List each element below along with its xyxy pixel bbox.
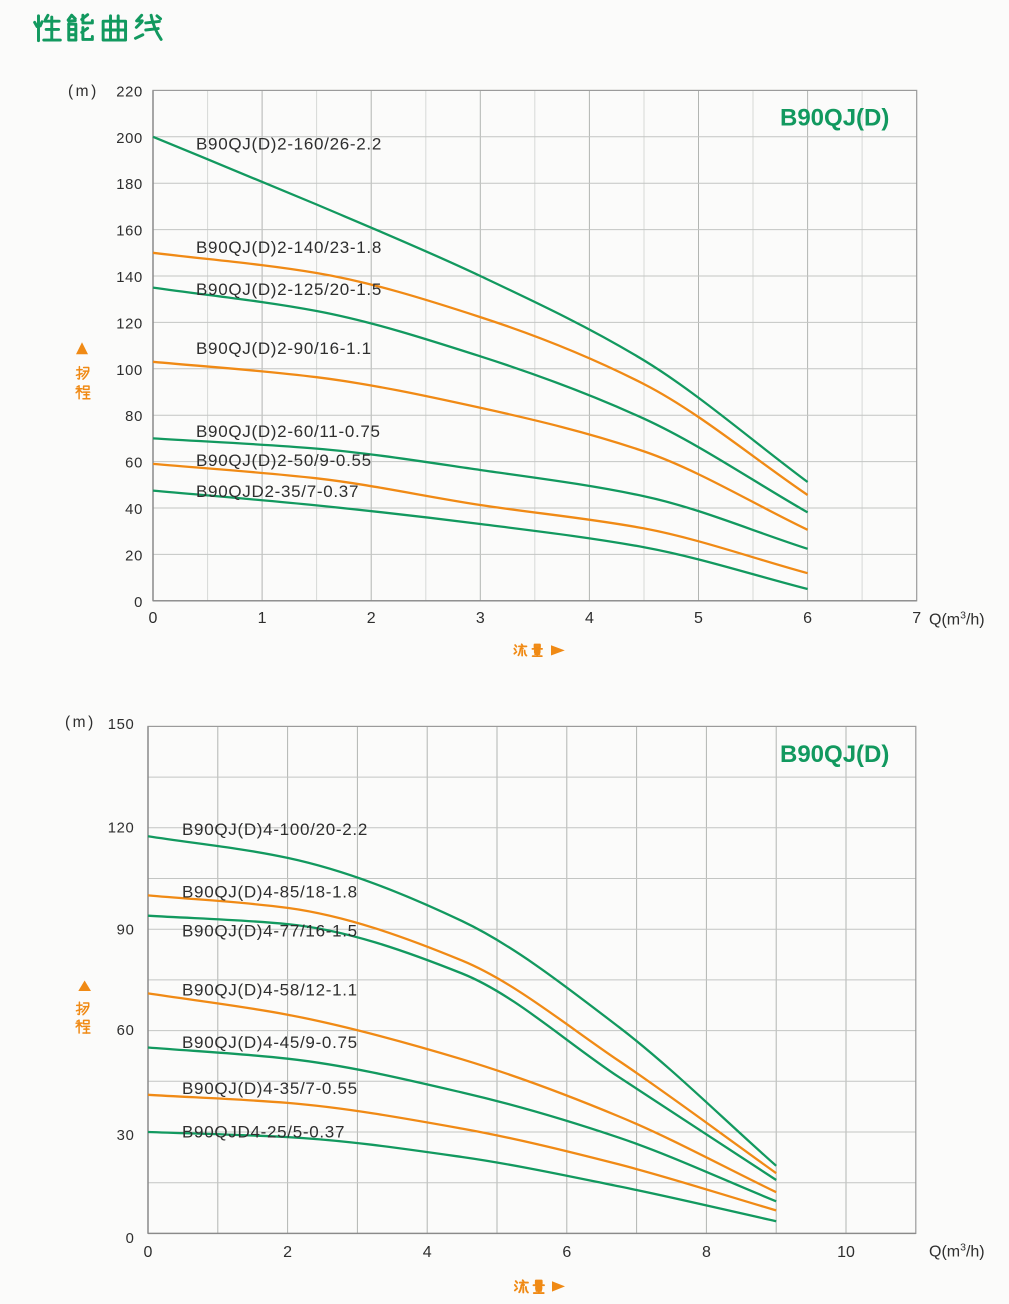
svg-text:B90QJ(D)4-35/7-0.55: B90QJ(D)4-35/7-0.55: [182, 1079, 358, 1098]
svg-text:8: 8: [702, 1244, 711, 1261]
svg-text:1: 1: [258, 610, 267, 627]
svg-text:90: 90: [117, 923, 135, 939]
svg-text:120: 120: [108, 821, 135, 837]
svg-text:40: 40: [125, 502, 143, 518]
svg-text:0: 0: [126, 1231, 135, 1247]
svg-text:B90QJD2-35/7-0.37: B90QJD2-35/7-0.37: [196, 482, 359, 501]
svg-text:B90QJD4-25/5-0.37: B90QJD4-25/5-0.37: [182, 1123, 345, 1142]
svg-text:B90QJ(D)4-58/12-1.1: B90QJ(D)4-58/12-1.1: [182, 981, 358, 1000]
svg-text:220: 220: [116, 84, 143, 100]
svg-text:B90QJ(D)4-77/16-1.5: B90QJ(D)4-77/16-1.5: [182, 921, 358, 940]
svg-text:180: 180: [116, 177, 143, 193]
svg-text:0: 0: [149, 610, 158, 627]
svg-text:B90QJ(D)2-125/20-1.5: B90QJ(D)2-125/20-1.5: [196, 280, 382, 299]
svg-text:2: 2: [283, 1244, 292, 1261]
svg-text:200: 200: [116, 131, 143, 147]
svg-text:7: 7: [912, 610, 921, 627]
svg-text:B90QJ(D)4-85/18-1.8: B90QJ(D)4-85/18-1.8: [182, 882, 358, 901]
svg-text:0: 0: [144, 1244, 153, 1261]
svg-text:B90QJ(D)4-100/20-2.2: B90QJ(D)4-100/20-2.2: [182, 820, 368, 839]
svg-text:160: 160: [116, 224, 143, 240]
svg-text:120: 120: [116, 316, 143, 332]
svg-text:0: 0: [134, 595, 143, 611]
svg-text:60: 60: [125, 456, 143, 472]
svg-text:B90QJ(D): B90QJ(D): [780, 105, 889, 132]
svg-text:6: 6: [803, 610, 812, 627]
svg-text:Q(m3/h): Q(m3/h): [929, 1242, 985, 1261]
svg-text:6: 6: [562, 1244, 571, 1261]
svg-text:3: 3: [476, 610, 485, 627]
svg-text:4: 4: [585, 610, 594, 627]
svg-text:B90QJ(D)2-60/11-0.75: B90QJ(D)2-60/11-0.75: [196, 422, 381, 441]
svg-text:20: 20: [125, 548, 143, 564]
svg-text:60: 60: [117, 1023, 135, 1039]
svg-text:5: 5: [694, 610, 703, 627]
svg-text:(m): (m): [65, 714, 96, 731]
svg-text:140: 140: [116, 270, 143, 286]
svg-text:80: 80: [125, 409, 143, 425]
svg-text:B90QJ(D)2-160/26-2.2: B90QJ(D)2-160/26-2.2: [196, 135, 382, 154]
svg-text:30: 30: [117, 1128, 135, 1144]
svg-text:2: 2: [367, 610, 376, 627]
svg-text:B90QJ(D)4-45/9-0.75: B90QJ(D)4-45/9-0.75: [182, 1033, 358, 1052]
svg-text:B90QJ(D): B90QJ(D): [780, 741, 889, 768]
svg-text:4: 4: [423, 1244, 432, 1261]
svg-text:B90QJ(D)2-50/9-0.55: B90QJ(D)2-50/9-0.55: [196, 451, 372, 470]
svg-text:B90QJ(D)2-90/16-1.1: B90QJ(D)2-90/16-1.1: [196, 339, 372, 358]
svg-text:150: 150: [108, 717, 135, 733]
svg-text:(m): (m): [68, 83, 99, 100]
svg-text:Q(m3/h): Q(m3/h): [929, 610, 985, 629]
svg-text:100: 100: [116, 363, 143, 379]
svg-text:10: 10: [837, 1244, 855, 1261]
svg-text:B90QJ(D)2-140/23-1.8: B90QJ(D)2-140/23-1.8: [196, 238, 382, 257]
